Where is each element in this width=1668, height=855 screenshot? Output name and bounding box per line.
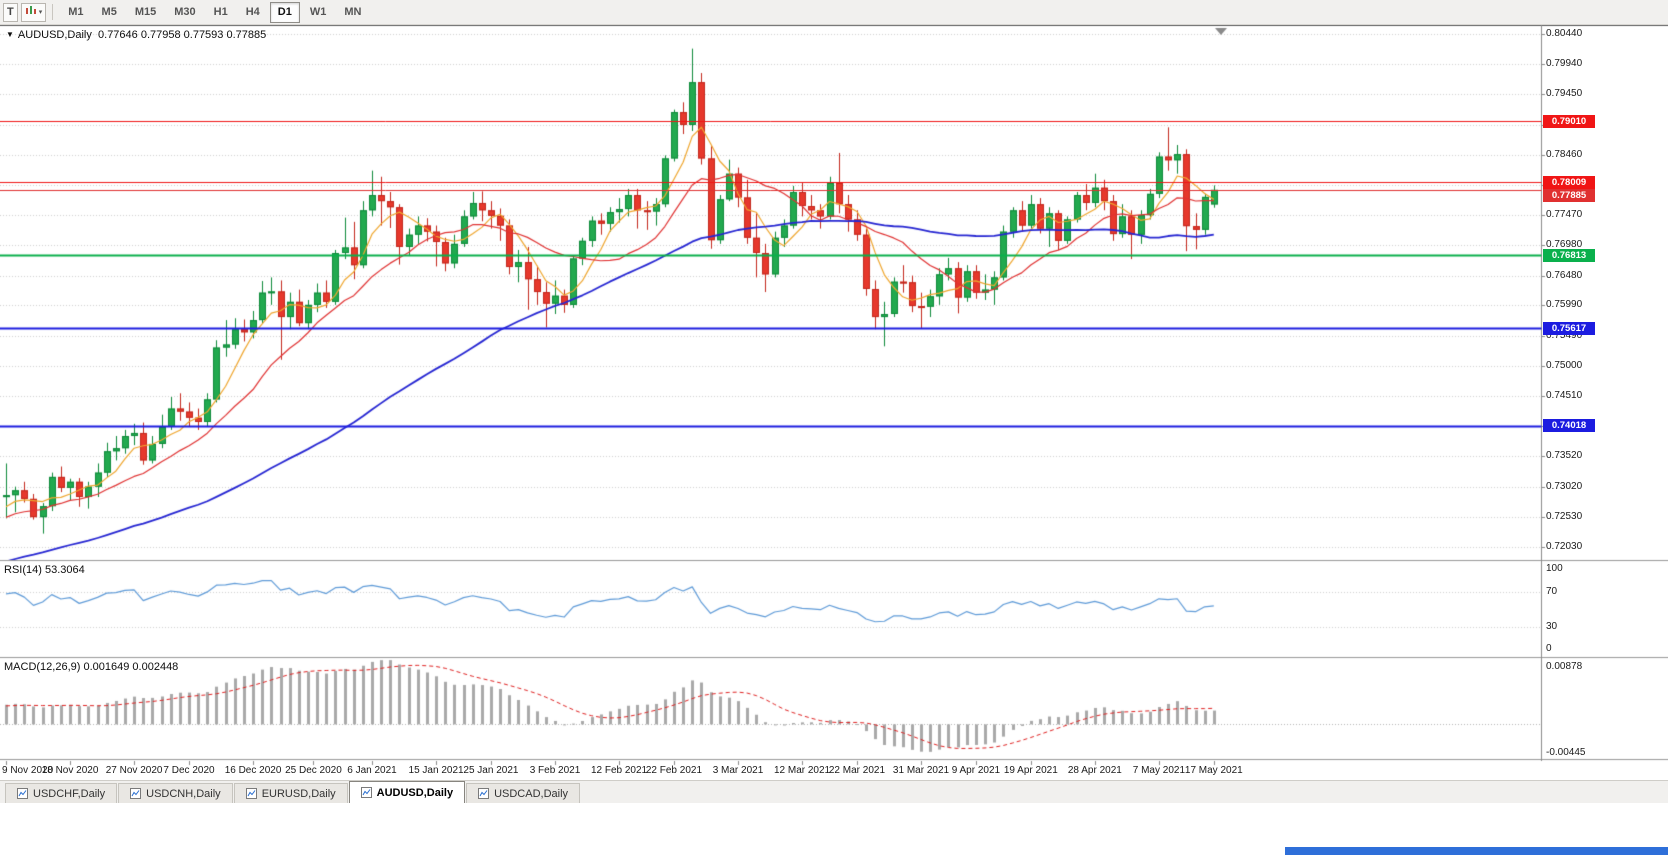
chart-tab-icon (360, 787, 372, 798)
tab-usdchf[interactable]: USDCHF,Daily (5, 783, 118, 803)
bottom-tab-bar: USDCHF,Daily USDCNH,Daily EURUSD,Daily AUDU… (0, 780, 1668, 803)
chevron-down-icon: ▾ (38, 8, 43, 16)
timeframe-button-h4[interactable]: H4 (245, 5, 260, 18)
chart-tab-icon (478, 788, 490, 799)
templates-button[interactable]: T (3, 2, 18, 22)
timeframe-button-d1[interactable]: D1 (269, 1, 300, 23)
chart-tab-icon (130, 788, 142, 799)
chart-tab-icon (17, 788, 28, 799)
tab-usdcnh[interactable]: USDCNH,Daily (118, 783, 233, 803)
chart-canvas[interactable] (0, 25, 1668, 778)
tab-eurusd[interactable]: EURUSD,Daily (233, 783, 348, 803)
tab-label: AUDUSD,Daily (376, 786, 454, 799)
tab-label: USDCAD,Daily (494, 787, 569, 800)
tab-label: EURUSD,Daily (261, 787, 336, 800)
tab-label: USDCNH,Daily (146, 787, 221, 800)
toolbar-separator (52, 4, 54, 20)
timeframe-button-group: M1 M5 M15 M30 H1 H4 D1 W1 MN (59, 1, 370, 23)
templates-icon: T (7, 6, 14, 18)
toolbar: T ▾ M1 M5 M15 M30 H1 H4 D1 W1 MN (0, 0, 1668, 25)
candlestick-icon (25, 4, 37, 20)
timeframe-button-m15[interactable]: M15 (134, 5, 157, 18)
timeframe-button-h1[interactable]: H1 (213, 5, 228, 18)
timeframe-button-m30[interactable]: M30 (174, 5, 196, 18)
tab-audusd[interactable]: AUDUSD,Daily (348, 781, 466, 803)
timeframe-button-w1[interactable]: W1 (309, 5, 327, 18)
timeframe-button-m5[interactable]: M5 (101, 5, 117, 18)
taskbar-fragment (1285, 847, 1668, 855)
tab-usdcad[interactable]: USDCAD,Daily (466, 783, 581, 803)
chart-tab-icon (245, 788, 257, 799)
timeframe-button-mn[interactable]: MN (344, 5, 362, 18)
timeframe-button-m1[interactable]: M1 (68, 5, 84, 18)
chart-type-dropdown-button[interactable]: ▾ (20, 2, 47, 22)
chart-area: ▼ AUDUSD,Daily 0.77646 0.77958 0.77593 0.… (0, 25, 1668, 778)
tab-label: USDCHF,Daily (33, 787, 106, 800)
